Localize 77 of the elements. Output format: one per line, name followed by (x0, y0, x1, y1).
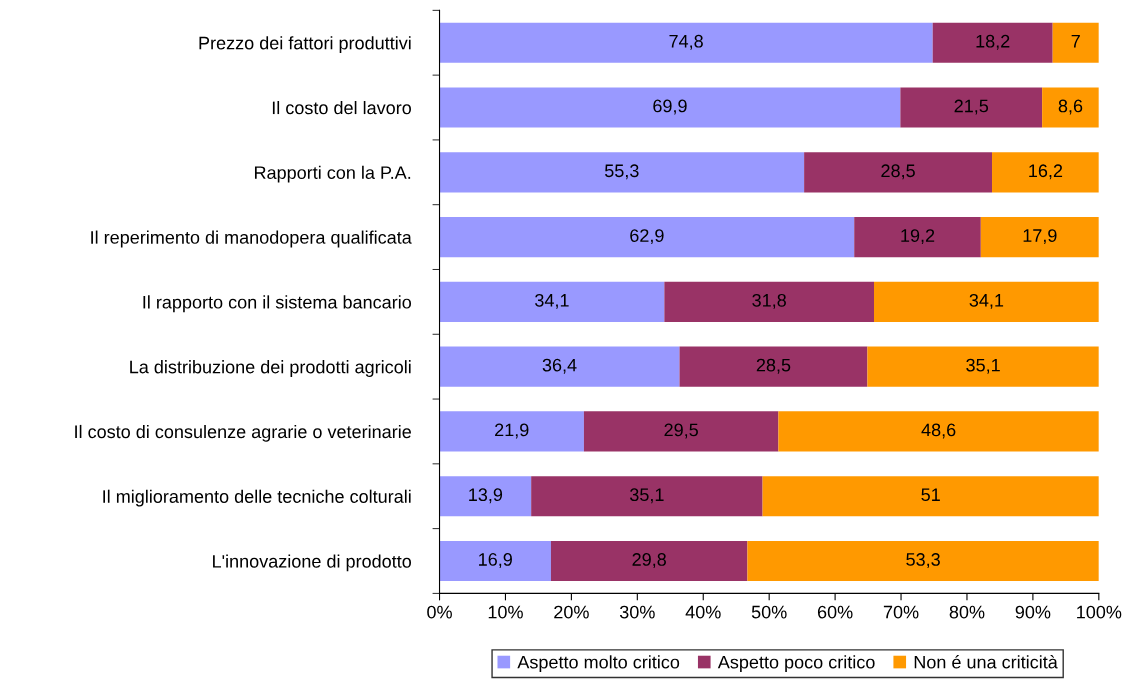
bar (1042, 87, 1099, 128)
data-label: 48,6 (921, 423, 956, 439)
x-tick-label: 60% (817, 605, 853, 619)
bar (679, 346, 868, 387)
bar (747, 540, 1099, 582)
bar (583, 411, 779, 452)
bar (439, 540, 551, 582)
legend-label: Non é una criticità (914, 655, 1058, 669)
x-tick-label: 70% (883, 605, 919, 619)
data-label: 29,5 (664, 423, 698, 439)
y-tick-label: Il costo di consulenze agrarie o veterinarie (75, 424, 411, 442)
x-tick-label: 40% (685, 605, 721, 619)
y-tick-label: Il rapporto con il sistema bancario (143, 295, 412, 313)
x-tick-label: 0% (427, 605, 452, 619)
bar (439, 411, 584, 452)
data-label: 16,2 (1029, 164, 1063, 180)
data-label: 13,9 (469, 488, 503, 504)
data-label: 36,4 (542, 358, 577, 374)
bar (900, 87, 1043, 128)
data-label: 19,2 (901, 229, 935, 245)
bar (531, 476, 763, 517)
bar (439, 346, 680, 387)
data-label: 17,9 (1023, 229, 1057, 245)
bar (439, 217, 855, 258)
data-label: 34,1 (535, 293, 569, 309)
bar (854, 217, 981, 258)
x-tick-label: 100% (1077, 605, 1122, 619)
data-label: 31,8 (752, 293, 786, 309)
data-label: 7 (1071, 34, 1080, 48)
bar (439, 22, 933, 63)
data-label: 28,5 (881, 164, 915, 180)
data-label: 18,2 (976, 34, 1010, 50)
bar (550, 540, 748, 582)
x-tick-label: 90% (1015, 605, 1051, 619)
data-label: 21,9 (495, 423, 529, 439)
x-tick-label: 80% (949, 605, 985, 619)
data-label: 35,1 (966, 358, 1000, 374)
data-label: 8,6 (1058, 99, 1083, 115)
bar (992, 152, 1099, 193)
data-label: 29,8 (632, 553, 666, 568)
bar (874, 281, 1099, 322)
x-tick-label: 10% (488, 605, 523, 619)
y-tick-label: Prezzo dei fattori produttivi (199, 36, 411, 54)
data-label: 55,3 (604, 164, 639, 180)
x-tick-label: 50% (751, 605, 787, 619)
y-tick-label: Il costo del lavoro (272, 100, 411, 115)
data-label: 53,3 (906, 553, 940, 568)
bar (778, 411, 1099, 452)
data-label: 74,8 (669, 34, 703, 50)
bar (804, 152, 993, 193)
y-tick-label: Il miglioramento delle tecniche colturali (103, 489, 411, 507)
bar (439, 281, 665, 322)
bar (439, 152, 805, 193)
x-tick-label: 30% (619, 605, 655, 619)
data-label: 28,5 (756, 358, 791, 374)
bar (932, 22, 1053, 63)
data-label: 69,9 (653, 99, 687, 115)
data-label: 62,9 (630, 229, 664, 245)
x-tick-label: 20% (554, 605, 589, 619)
bar (664, 281, 875, 322)
bar (439, 87, 901, 128)
data-label: 51 (921, 488, 940, 502)
y-tick-label: Il reperimento di manodopera qualificata (91, 230, 412, 248)
data-label: 16,9 (479, 553, 512, 568)
y-tick-label: La distribuzione dei prodotti agricoli (130, 360, 411, 377)
legend-label: Aspetto molto critico (517, 655, 680, 673)
y-tick-label: L'innovazione di prodotto (213, 554, 412, 572)
data-label: 34,1 (969, 293, 1004, 309)
bar (762, 476, 1099, 517)
bar (1052, 22, 1099, 63)
data-label: 35,1 (630, 488, 664, 504)
y-tick-label: Rapporti con la P.A. (254, 165, 411, 183)
bar (867, 346, 1099, 387)
legend-label: Aspetto poco critico (717, 655, 875, 673)
bar (439, 476, 532, 517)
data-label: 21,5 (954, 99, 989, 115)
bar (980, 217, 1099, 258)
